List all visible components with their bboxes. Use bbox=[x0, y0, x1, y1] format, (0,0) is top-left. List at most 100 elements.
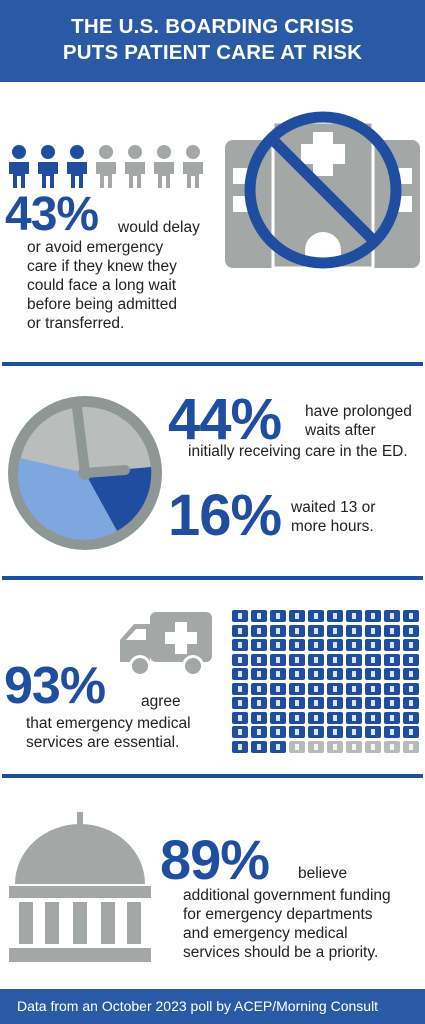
grid-cell bbox=[232, 668, 248, 680]
grid-cell bbox=[346, 639, 362, 651]
stat-44-percent: 44% bbox=[168, 387, 282, 452]
stat-43-description: or avoid emergency care if they knew the… bbox=[27, 239, 177, 332]
ambulance-icon bbox=[120, 612, 212, 677]
grid-cell bbox=[289, 726, 305, 738]
grid-cell bbox=[346, 610, 362, 622]
grid-cell bbox=[365, 639, 381, 651]
grid-cell bbox=[403, 639, 419, 651]
grid-cell bbox=[270, 711, 286, 724]
grid-cell bbox=[308, 624, 324, 637]
grid-cell bbox=[308, 711, 324, 724]
grid-cell bbox=[327, 653, 343, 666]
grid-cell bbox=[384, 697, 400, 709]
person-icon bbox=[38, 145, 58, 188]
stat-43-inline-text: would delay bbox=[118, 219, 200, 236]
grid-cell bbox=[384, 624, 400, 637]
grid-cell bbox=[251, 682, 267, 695]
grid-cell bbox=[251, 610, 267, 622]
grid-cell bbox=[270, 668, 286, 680]
person-icon bbox=[125, 145, 145, 188]
person-icon bbox=[9, 145, 29, 188]
grid-cell bbox=[365, 668, 381, 680]
grid-cell bbox=[308, 639, 324, 651]
header-title-line2: PUTS PATIENT CARE AT RISK bbox=[62, 41, 363, 64]
grid-cell bbox=[346, 697, 362, 709]
section-divider bbox=[2, 362, 423, 366]
grid-cell bbox=[365, 653, 381, 666]
grid-cell bbox=[327, 668, 343, 680]
stat-44-text-lines: have prolonged waits after bbox=[305, 403, 412, 439]
grid-cell bbox=[327, 697, 343, 709]
grid-cell bbox=[346, 682, 362, 695]
grid-cell bbox=[365, 711, 381, 724]
grid-cell bbox=[251, 624, 267, 637]
grid-cell bbox=[346, 726, 362, 738]
grid-cell bbox=[232, 639, 248, 651]
stat-89-inline-text: believe bbox=[298, 865, 348, 882]
grid-cell bbox=[403, 653, 419, 666]
stat-89-percent: 89% bbox=[160, 828, 270, 891]
grid-cell bbox=[289, 610, 305, 622]
grid-cell bbox=[346, 740, 362, 753]
stat-93-description: that emergency medical services are esse… bbox=[26, 715, 191, 751]
stat-89-description: additional government funding for emerge… bbox=[183, 887, 391, 961]
grid-cell bbox=[327, 726, 343, 738]
grid-cell bbox=[308, 668, 324, 680]
grid-cell bbox=[365, 624, 381, 637]
person-icon bbox=[183, 145, 203, 188]
grid-cell bbox=[384, 740, 400, 753]
grid-cell bbox=[346, 624, 362, 637]
grid-cell bbox=[384, 639, 400, 651]
grid-cell bbox=[251, 697, 267, 709]
percent-dot-grid bbox=[232, 610, 419, 753]
grid-cell bbox=[270, 697, 286, 709]
grid-cell bbox=[327, 624, 343, 637]
grid-cell bbox=[308, 697, 324, 709]
grid-cell bbox=[270, 639, 286, 651]
grid-cell bbox=[251, 639, 267, 651]
grid-cell bbox=[232, 726, 248, 738]
no-hospital-icon bbox=[225, 111, 420, 270]
grid-cell bbox=[289, 682, 305, 695]
grid-cell bbox=[289, 697, 305, 709]
person-icon bbox=[67, 145, 87, 188]
grid-cell bbox=[232, 610, 248, 622]
grid-cell bbox=[232, 624, 248, 637]
grid-cell bbox=[289, 711, 305, 724]
grid-cell bbox=[232, 711, 248, 724]
grid-cell bbox=[384, 726, 400, 738]
stat-16-text: waited 13 or more hours. bbox=[291, 499, 376, 535]
grid-cell bbox=[327, 740, 343, 753]
grid-cell bbox=[365, 740, 381, 753]
person-icon bbox=[154, 145, 174, 188]
stat-93-percent: 93% bbox=[4, 657, 106, 715]
grid-cell bbox=[384, 653, 400, 666]
section-divider bbox=[2, 774, 423, 778]
grid-cell bbox=[365, 610, 381, 622]
grid-cell bbox=[346, 653, 362, 666]
footer-source: Data from an October 2023 poll by ACEP/M… bbox=[0, 989, 425, 1024]
grid-cell bbox=[270, 624, 286, 637]
grid-cell bbox=[289, 668, 305, 680]
grid-cell bbox=[403, 740, 419, 753]
section-divider bbox=[2, 576, 423, 580]
person-icon bbox=[96, 145, 116, 188]
grid-cell bbox=[365, 682, 381, 695]
grid-cell bbox=[251, 740, 267, 753]
grid-cell bbox=[384, 682, 400, 695]
grid-cell bbox=[270, 682, 286, 695]
grid-cell bbox=[289, 653, 305, 666]
people-row bbox=[9, 145, 203, 188]
grid-cell bbox=[403, 610, 419, 622]
grid-cell bbox=[384, 668, 400, 680]
grid-cell bbox=[384, 711, 400, 724]
grid-cell bbox=[403, 726, 419, 738]
grid-cell bbox=[270, 610, 286, 622]
grid-cell bbox=[251, 726, 267, 738]
grid-cell bbox=[327, 610, 343, 622]
grid-cell bbox=[289, 624, 305, 637]
grid-cell bbox=[251, 711, 267, 724]
grid-cell bbox=[403, 624, 419, 637]
grid-cell bbox=[365, 726, 381, 738]
grid-cell bbox=[289, 639, 305, 651]
